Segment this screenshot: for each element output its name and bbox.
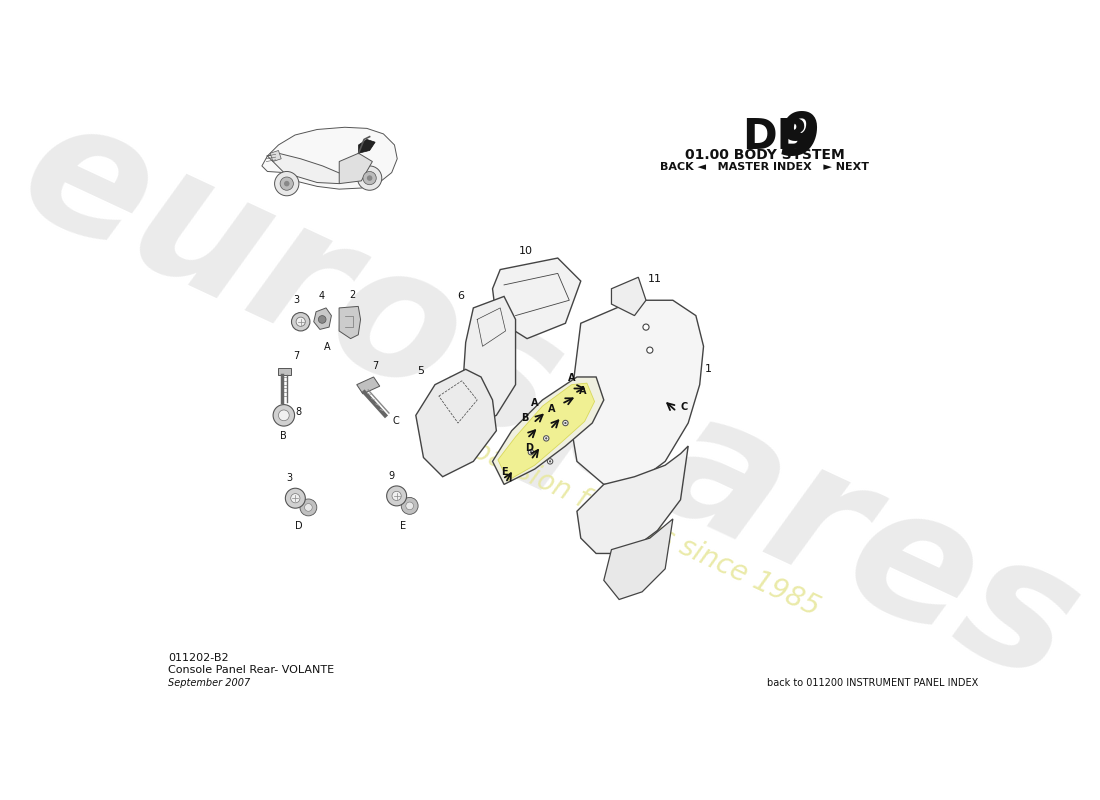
- Circle shape: [292, 313, 310, 331]
- Text: back to 011200 INSTRUMENT PANEL INDEX: back to 011200 INSTRUMENT PANEL INDEX: [767, 678, 978, 688]
- Polygon shape: [493, 377, 604, 485]
- Circle shape: [284, 181, 289, 186]
- Circle shape: [305, 503, 312, 511]
- Circle shape: [546, 438, 548, 439]
- Text: 9: 9: [779, 110, 820, 167]
- Circle shape: [318, 315, 326, 323]
- Text: 7: 7: [293, 351, 299, 361]
- Text: 5: 5: [417, 366, 425, 376]
- Polygon shape: [267, 154, 344, 184]
- Polygon shape: [262, 127, 397, 189]
- Text: B: B: [280, 430, 287, 441]
- Circle shape: [300, 499, 317, 516]
- Circle shape: [530, 451, 532, 454]
- Circle shape: [647, 347, 653, 353]
- Text: 11: 11: [648, 274, 662, 284]
- Circle shape: [564, 422, 567, 424]
- Polygon shape: [359, 139, 375, 154]
- Polygon shape: [314, 308, 331, 330]
- Text: BACK ◄   MASTER INDEX   ► NEXT: BACK ◄ MASTER INDEX ► NEXT: [660, 162, 869, 172]
- Text: 7: 7: [372, 361, 378, 371]
- Circle shape: [549, 460, 551, 462]
- Polygon shape: [356, 377, 380, 394]
- Text: 01.00 BODY SYSTEM: 01.00 BODY SYSTEM: [685, 148, 845, 162]
- Polygon shape: [339, 306, 361, 338]
- Circle shape: [290, 494, 300, 503]
- Circle shape: [642, 324, 649, 330]
- Text: 6: 6: [458, 291, 464, 302]
- Polygon shape: [604, 519, 673, 599]
- Text: E: E: [399, 522, 406, 531]
- Circle shape: [392, 491, 402, 501]
- Text: A: A: [548, 404, 556, 414]
- Polygon shape: [498, 383, 595, 481]
- Text: C: C: [393, 417, 399, 426]
- Text: 9: 9: [388, 470, 394, 481]
- Circle shape: [285, 488, 306, 508]
- Text: eurospares: eurospares: [0, 79, 1100, 721]
- Text: 3: 3: [286, 473, 293, 483]
- Text: a passion for cars since 1985: a passion for cars since 1985: [444, 424, 825, 622]
- Text: 8: 8: [295, 406, 301, 417]
- Circle shape: [406, 502, 414, 510]
- Text: 2: 2: [349, 290, 355, 300]
- Text: DB: DB: [741, 116, 808, 158]
- Text: C: C: [681, 402, 688, 412]
- Circle shape: [543, 436, 549, 441]
- Polygon shape: [570, 300, 704, 485]
- Polygon shape: [339, 154, 373, 184]
- Polygon shape: [493, 258, 581, 338]
- Text: Console Panel Rear- VOLANTE: Console Panel Rear- VOLANTE: [168, 665, 334, 674]
- Text: 4: 4: [318, 291, 324, 301]
- Text: 011202-B2: 011202-B2: [168, 654, 229, 663]
- Circle shape: [363, 171, 376, 185]
- Text: D: D: [296, 522, 303, 531]
- Circle shape: [275, 171, 299, 196]
- Text: A: A: [568, 373, 575, 383]
- Text: A: A: [324, 342, 331, 353]
- Text: September 2007: September 2007: [168, 678, 250, 688]
- Polygon shape: [462, 297, 516, 427]
- Circle shape: [563, 420, 568, 426]
- Circle shape: [358, 166, 382, 190]
- Text: D: D: [526, 443, 534, 454]
- Polygon shape: [271, 150, 282, 162]
- Circle shape: [386, 486, 407, 506]
- Circle shape: [296, 317, 306, 326]
- Circle shape: [278, 410, 289, 421]
- Circle shape: [548, 458, 553, 464]
- Circle shape: [402, 498, 418, 514]
- Text: B: B: [521, 414, 528, 423]
- Circle shape: [280, 177, 294, 190]
- Circle shape: [528, 450, 534, 455]
- Text: 10: 10: [518, 246, 532, 256]
- Text: 1: 1: [705, 364, 712, 374]
- Circle shape: [367, 175, 373, 181]
- Text: A: A: [531, 398, 539, 408]
- Circle shape: [273, 405, 295, 426]
- Polygon shape: [576, 446, 689, 554]
- Polygon shape: [612, 278, 646, 315]
- Polygon shape: [277, 368, 290, 375]
- Text: E: E: [500, 467, 507, 477]
- Text: A: A: [580, 386, 586, 396]
- Text: 3: 3: [294, 295, 300, 305]
- Polygon shape: [416, 370, 496, 477]
